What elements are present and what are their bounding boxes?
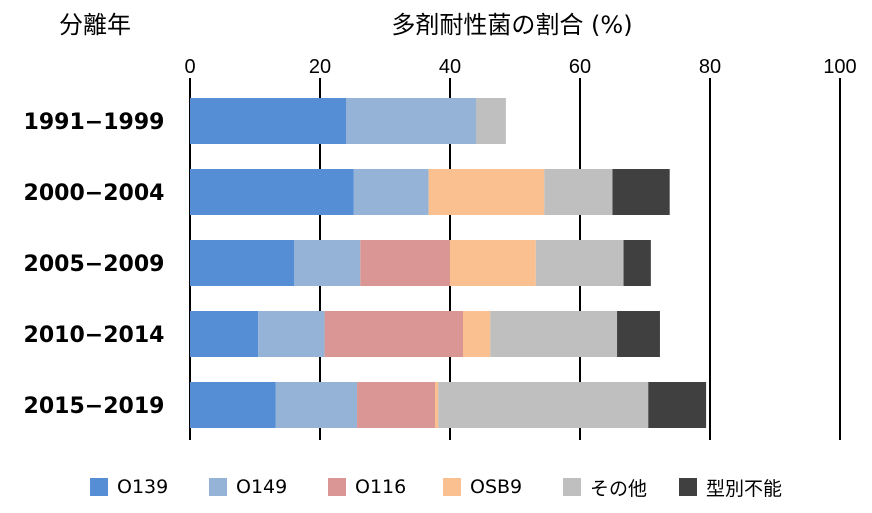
bars [190,98,707,428]
bar-segment [648,382,707,428]
x-tick-label: 40 [439,56,461,78]
y-axis-title: 分離年 [59,11,131,39]
category-labels: 1991−1999 2000−2004 2005−2009 2010−2014 2015… [24,110,165,419]
legend-item: O139 [90,472,168,502]
legend: O139 O149 O116 OSB9 その他 型別不能 [0,472,872,502]
bar-segment [617,311,660,357]
bar-segment [490,311,618,357]
x-tick-label: 60 [569,56,591,78]
legend-label: その他 [590,477,648,500]
bar-segment [190,240,294,286]
bar-segment [535,240,624,286]
bar-segment [450,240,536,286]
legend-swatch [563,478,581,496]
bar-segment [428,169,545,215]
legend-swatch [443,478,461,496]
bar-segment [360,240,450,286]
x-tick-label: 100 [823,56,856,78]
legend-item: O149 [209,472,287,502]
legend-label: OSB9 [470,476,523,498]
legend-item: OSB9 [443,472,522,502]
category-label: 1991−1999 [24,110,165,135]
category-label: 2005−2009 [24,252,165,277]
bar-segment [544,169,613,215]
bar-segment [190,382,276,428]
legend-swatch [328,478,346,496]
category-label: 2015−2019 [24,394,165,419]
x-tick-label: 80 [699,56,721,78]
bar-segment [438,382,649,428]
bar-segment [435,382,439,428]
x-tick-label: 0 [184,56,195,78]
legend-label: O149 [236,476,288,498]
bar-segment [463,311,491,357]
bar-segment [357,382,436,428]
bar-segment [612,169,670,215]
bar-segment [623,240,651,286]
legend-swatch [209,478,227,496]
legend-label: O139 [117,476,169,498]
bar-segment [190,98,346,144]
chart: 分離年 多剤耐性菌の割合 (%) 0 20 40 60 80 100 1991−1999 2… [24,11,857,440]
legend-item: 型別不能 [679,472,782,502]
legend-item: O116 [328,472,406,502]
category-label: 2010−2014 [24,323,165,348]
bar-segment [294,240,361,286]
bar-segment [190,169,354,215]
bar-segment [275,382,358,428]
bar-segment [258,311,325,357]
bar-segment [324,311,463,357]
bar-segment [346,98,476,144]
chart-title: 多剤耐性菌の割合 (%) [391,11,632,39]
legend-swatch [679,478,697,496]
legend-swatch [90,478,108,496]
x-tick-labels: 0 20 40 60 80 100 [184,56,856,78]
category-label: 2000−2004 [24,181,165,206]
bar-segment [190,311,259,357]
legend-label: 型別不能 [706,477,783,500]
legend-label: O116 [355,476,407,498]
legend-item: その他 [563,472,647,502]
bar-segment [476,98,506,144]
bar-segment [353,169,429,215]
x-tick-label: 20 [309,56,331,78]
